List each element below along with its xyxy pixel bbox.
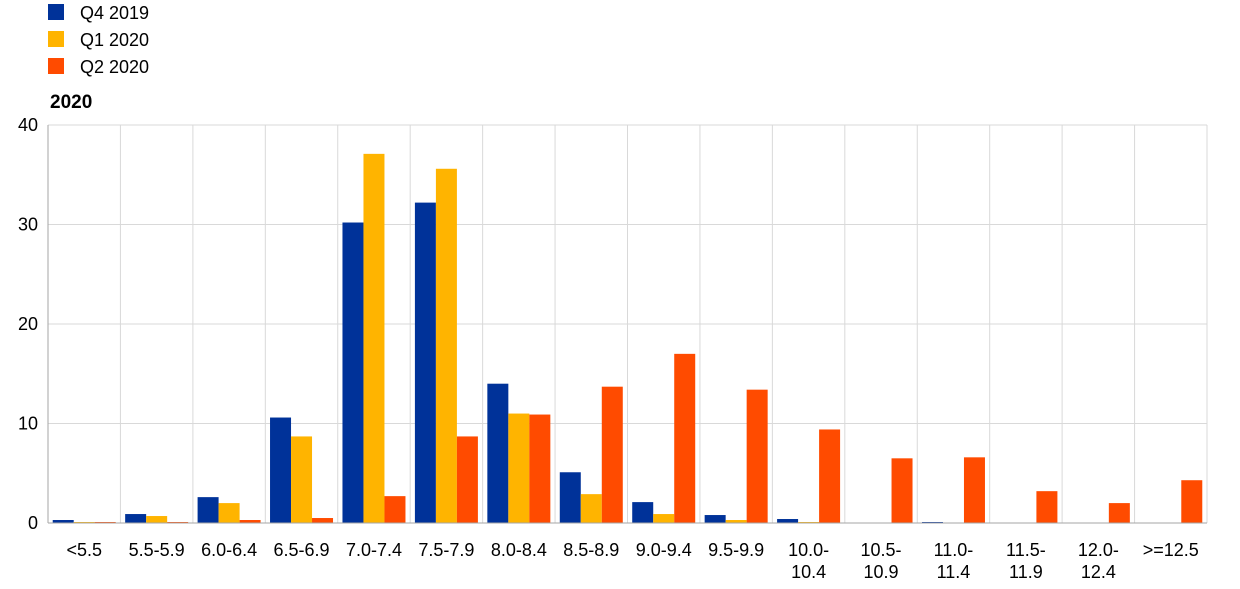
- bar-2-10: [819, 429, 841, 523]
- bar-1-4: [363, 153, 385, 524]
- x-category-label-15-0: >=12.5: [1143, 540, 1199, 560]
- bar-0-2: [197, 497, 219, 523]
- x-category-label-1-0: 5.5-5.9: [129, 540, 185, 560]
- x-category-label-5-0: 7.5-7.9: [418, 540, 474, 560]
- x-category-label-6-0: 8.0-8.4: [491, 540, 547, 560]
- x-category-label-10-1: 10.4: [791, 562, 826, 582]
- x-category-label-14-1: 12.4: [1081, 562, 1116, 582]
- bar-0-10: [777, 519, 799, 523]
- legend-swatch-2: [48, 58, 64, 74]
- grid-lines: [48, 124, 1208, 524]
- x-category-label-11-1: 10.9: [864, 562, 899, 582]
- x-category-label-12-0: 11.0-: [934, 540, 974, 560]
- bar-2-6: [529, 414, 551, 523]
- bar-1-7: [580, 494, 602, 523]
- bar-2-5: [456, 436, 478, 523]
- legend-label-1: Q1 2020: [80, 30, 149, 50]
- bar-2-2: [239, 520, 261, 523]
- x-category-label-13-1: 11.9: [1009, 562, 1043, 582]
- bar-1-8: [653, 514, 675, 523]
- legend-label-2: Q2 2020: [80, 57, 149, 77]
- bar-2-4: [384, 496, 406, 523]
- bar-0-5: [414, 202, 436, 524]
- bar-0-8: [632, 502, 654, 523]
- bar-2-14: [1108, 503, 1130, 523]
- x-category-label-8-0: 9.0-9.4: [636, 540, 692, 560]
- bar-2-8: [674, 353, 696, 523]
- y-tick-label-1: 10: [18, 414, 38, 434]
- x-category-label-10-0: 10.0-: [788, 540, 829, 560]
- x-category-label-12-1: 11.4: [937, 562, 971, 582]
- bar-2-7: [601, 386, 623, 523]
- bar-2-13: [1036, 491, 1058, 523]
- bar-1-2: [218, 503, 240, 523]
- legend-swatch-0: [48, 4, 64, 20]
- legend-swatch-1: [48, 31, 64, 47]
- bar-2-9: [746, 389, 768, 523]
- bar-1-5: [435, 168, 457, 523]
- x-category-label-14-0: 12.0-: [1078, 540, 1119, 560]
- legend-label-0: Q4 2019: [80, 3, 149, 23]
- bar-2-3: [312, 518, 334, 523]
- x-category-label-4-0: 7.0-7.4: [346, 540, 402, 560]
- y-tick-label-2: 20: [18, 314, 38, 334]
- bars: [52, 153, 1203, 524]
- bar-0-4: [342, 222, 364, 523]
- bar-2-11: [891, 458, 913, 523]
- chart-title: 2020: [50, 92, 92, 113]
- x-category-label-7-0: 8.5-8.9: [563, 540, 619, 560]
- y-tick-label-4: 40: [18, 115, 38, 135]
- bar-0-7: [559, 472, 581, 523]
- legend: Q4 2019 Q1 2020 Q2 2020: [48, 3, 149, 77]
- y-tick-labels: 0 10 20 30 40: [18, 115, 38, 533]
- bar-2-15: [1181, 480, 1203, 523]
- bar-2-12: [963, 457, 985, 523]
- bar-0-6: [487, 383, 509, 523]
- y-tick-label-3: 30: [18, 215, 38, 235]
- x-category-label-3-0: 6.5-6.9: [274, 540, 330, 560]
- bar-1-1: [146, 516, 168, 523]
- x-category-label-9-0: 9.5-9.9: [708, 540, 764, 560]
- x-category-label-0-0: <5.5: [66, 540, 102, 560]
- bar-0-1: [125, 514, 147, 523]
- x-category-label-13-0: 11.5-: [1006, 540, 1046, 560]
- axes: [47, 125, 1207, 524]
- bar-1-3: [291, 436, 313, 523]
- x-category-label-11-0: 10.5-: [861, 540, 902, 560]
- bar-0-3: [270, 417, 292, 523]
- x-category-label-2-0: 6.0-6.4: [201, 540, 257, 560]
- y-tick-label-0: 0: [28, 513, 38, 533]
- x-category-labels: <5.5 5.5-5.9 6.0-6.4 6.5-6.9 7.0-7.4 7.5-7.9 8…: [66, 540, 1198, 582]
- bar-0-0: [52, 520, 74, 523]
- bar-1-9: [725, 520, 747, 523]
- bar-1-6: [508, 413, 530, 523]
- bar-0-9: [704, 515, 726, 523]
